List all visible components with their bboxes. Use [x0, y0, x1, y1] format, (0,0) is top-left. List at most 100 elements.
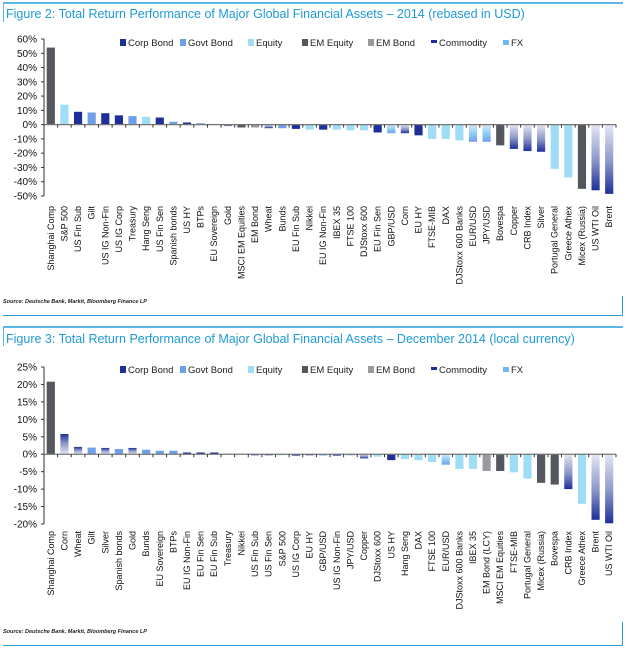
legend-label: Equity: [256, 365, 283, 376]
bar: [523, 124, 532, 152]
legend-swatch: [368, 39, 374, 46]
x-tick-label: Hang Seng: [400, 531, 410, 576]
x-tick-label: US IG Corp: [291, 531, 301, 578]
bar: [455, 124, 464, 141]
bar: [182, 452, 192, 455]
x-tick-label: Copper: [509, 206, 519, 236]
bar: [101, 447, 110, 455]
y-tick-label: 25%: [17, 363, 37, 374]
x-tick-label: Shanghai Comp: [46, 206, 56, 271]
bar: [537, 124, 546, 152]
x-tick-label: Gilt: [87, 206, 97, 220]
bar: [523, 454, 532, 479]
x-tick-label: S&P 500: [277, 531, 287, 566]
bar: [332, 124, 341, 130]
x-tick-label: S&P 500: [59, 206, 69, 241]
x-tick-label: US WTI Oil: [604, 531, 614, 576]
x-tick-label: Greece Athex: [577, 531, 587, 586]
x-tick-label: Hang Seng: [141, 206, 151, 251]
legend-swatch: [120, 366, 126, 373]
x-tick-label: Bovespa: [495, 206, 505, 241]
bar: [196, 452, 205, 455]
bar: [182, 122, 192, 125]
bar: [60, 433, 69, 455]
x-tick-label: CRB Index: [563, 531, 573, 575]
x-tick-label: Micex (Russia): [577, 206, 587, 266]
x-tick-label: MSCI EM Equities: [236, 206, 246, 280]
bar: [196, 123, 205, 125]
x-tick-label: EU Sovereign: [155, 531, 165, 587]
x-tick-label: Treasury: [223, 531, 233, 567]
x-tick-label: DAX: [414, 531, 424, 550]
x-tick-label: US Fin Sub: [73, 206, 83, 252]
x-tick-label: Gilt: [87, 531, 97, 545]
y-tick-label: 30%: [17, 77, 37, 88]
figure-2-title: Figure 2: Total Return Performance of Ma…: [6, 7, 525, 21]
x-tick-label: DJStoxx 600: [373, 531, 383, 582]
x-tick-label: EUR/USD: [468, 206, 478, 247]
bar: [46, 47, 55, 125]
bar: [441, 124, 450, 139]
bar: [87, 112, 96, 125]
bar: [155, 450, 164, 455]
x-tick-label: Gold: [223, 206, 233, 225]
bar: [414, 124, 423, 136]
x-tick-label: JPY/USD: [482, 206, 492, 245]
x-tick-label: US Fin Sen: [264, 531, 274, 577]
y-tick-label: 10%: [17, 415, 37, 426]
y-tick-label: -50%: [14, 192, 37, 203]
x-tick-label: Portugal General: [550, 206, 560, 274]
x-tick-label: Portugal General: [522, 531, 532, 599]
figure-3-chart: 25% 20% 15% 10% 5% 0% -5% -10% -15% -20% Shanghai …: [14, 363, 617, 610]
bar: [142, 449, 151, 455]
x-tick-label: EU Fin Sen: [373, 206, 383, 252]
x-tick-label: Shanghai Comp: [46, 531, 56, 596]
x-tick-label: GBP/USD: [318, 531, 328, 572]
bar: [114, 115, 123, 125]
x-tick-label: US Fin Sub: [250, 531, 260, 577]
x-tick-label: EUR/USD: [441, 531, 451, 572]
bar: [223, 124, 232, 127]
bar: [319, 454, 328, 456]
x-tick-label: US WTI Oil: [591, 206, 601, 251]
x-tick-label: Silver: [536, 206, 546, 229]
y-tick-label: 0%: [23, 120, 38, 131]
y-tick-label: -10%: [14, 485, 37, 496]
bar: [482, 454, 491, 471]
figure-2-source: Source: Deutsche Bank, Markit, Bloomberg…: [3, 299, 147, 305]
bar: [414, 454, 423, 461]
x-tick-label: CRB Index: [522, 206, 532, 250]
legend-label: Corp Bond: [128, 365, 173, 376]
bar: [73, 111, 83, 125]
bar: [441, 454, 450, 465]
bar: [264, 124, 273, 129]
legend-label: EM Equity: [310, 38, 354, 49]
bar: [428, 454, 437, 462]
figure-3-left-rule: [3, 326, 4, 346]
bar: [169, 450, 178, 455]
x-tick-label: EU HY: [305, 531, 315, 559]
x-tick-label: Spanish bonds: [168, 206, 178, 266]
bar: [46, 381, 55, 455]
x-tick-label: Wheat: [73, 531, 83, 558]
x-tick-label: IBEX 35: [332, 206, 342, 239]
y-tick-label: -15%: [14, 502, 37, 513]
legend-swatch: [431, 40, 437, 43]
bar: [468, 454, 478, 469]
bar: [305, 124, 314, 130]
bar: [387, 124, 396, 134]
figure-2-chart: 60% 50% 40% 30% 20% 10% 0% -10% -20% -30% -40% -50%…: [14, 35, 617, 285]
legend-label: Equity: [256, 38, 283, 49]
x-tick-label: DAX: [441, 206, 451, 225]
legend-swatch: [368, 366, 374, 373]
x-tick-label: Nikkei: [305, 206, 315, 231]
bar: [387, 454, 396, 461]
x-tick-label: Brent: [591, 531, 601, 553]
y-tick-label: 0%: [23, 450, 38, 461]
bar: [73, 446, 83, 455]
x-tick-label: FTSE-MIB: [427, 206, 437, 248]
bar: [400, 454, 409, 460]
legend-swatch: [302, 39, 308, 46]
bar: [537, 454, 546, 483]
x-tick-label: Greece Athex: [563, 206, 573, 261]
